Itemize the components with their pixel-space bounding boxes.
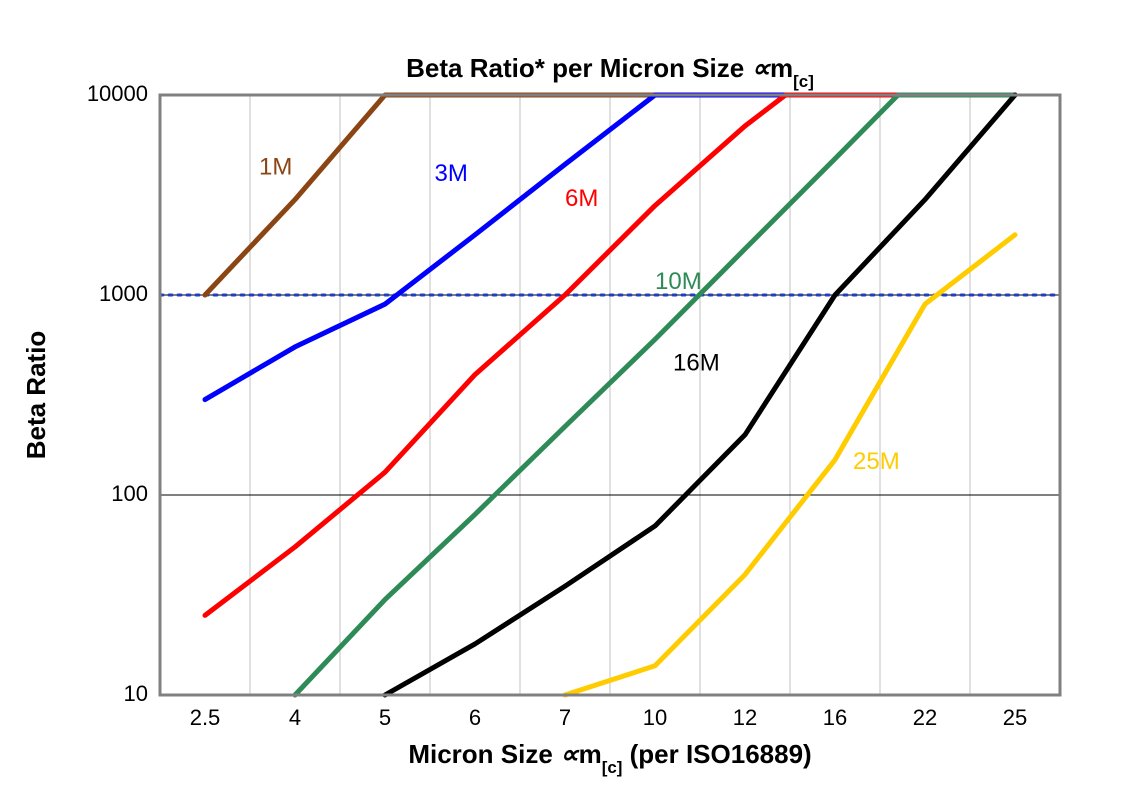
series-label-16M: 16M <box>673 350 720 377</box>
x-tick-label: 4 <box>289 705 301 730</box>
series-label-1M: 1M <box>259 154 292 181</box>
x-tick-label: 2.5 <box>190 705 221 730</box>
x-tick-label: 25 <box>1003 705 1027 730</box>
y-tick-label: 100 <box>111 481 148 506</box>
x-tick-label: 5 <box>379 705 391 730</box>
chart-title: Beta Ratio* per Micron Size ∝m[c] <box>406 53 814 91</box>
series-label-3M: 3M <box>435 160 468 187</box>
x-tick-label: 22 <box>913 705 937 730</box>
chart-svg: 1M 3M 6M 10M 16M 25M 2.5 4 5 6 7 10 12 16 22 25 10 100 100… <box>0 0 1124 804</box>
series-label-6M: 6M <box>565 185 598 212</box>
y-tick-label: 10 <box>124 681 148 706</box>
x-tick-label: 16 <box>823 705 847 730</box>
x-tick-label: 6 <box>469 705 481 730</box>
y-axis-label: Beta Ratio <box>21 331 51 460</box>
series-label-10M: 10M <box>655 268 702 295</box>
x-tick-label: 7 <box>559 705 571 730</box>
beta-ratio-chart: 1M 3M 6M 10M 16M 25M 2.5 4 5 6 7 10 12 16 22 25 10 100 100… <box>0 0 1124 804</box>
x-tick-label: 10 <box>643 705 667 730</box>
series-label-25M: 25M <box>853 448 900 475</box>
x-tick-label: 12 <box>733 705 757 730</box>
y-tick-label: 10000 <box>87 81 148 106</box>
x-axis-label: Micron Size ∝m[c] (per ISO16889) <box>408 739 811 777</box>
y-tick-label: 1000 <box>99 281 148 306</box>
